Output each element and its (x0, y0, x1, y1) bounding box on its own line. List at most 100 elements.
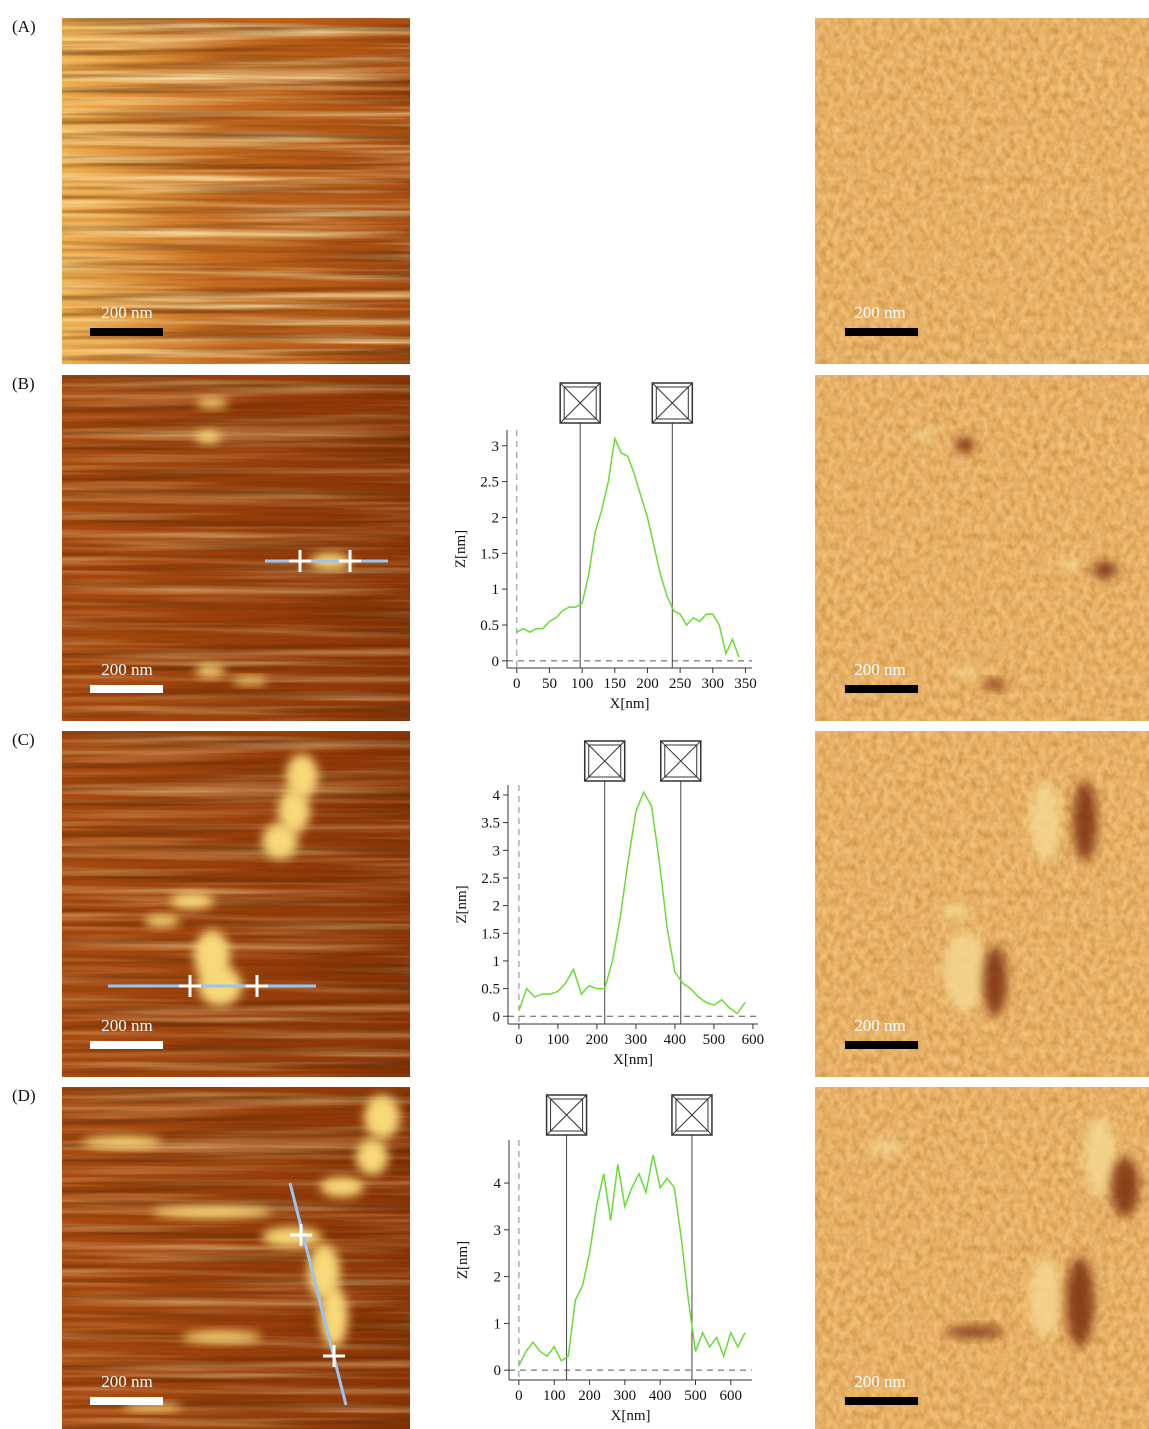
image-feature (945, 1326, 1005, 1338)
scale-bar-label: 200 nm (854, 1016, 905, 1035)
profile-curve (517, 439, 739, 658)
image-feature (983, 680, 1007, 690)
y-axis-label: Z[nm] (454, 885, 470, 923)
x-tick-label: 50 (542, 676, 557, 692)
x-tick-label: 150 (604, 676, 627, 692)
panel-label: (D) (12, 1086, 36, 1105)
image-feature (1111, 1157, 1139, 1217)
y-tick-label: 3 (493, 843, 501, 859)
image-feature (170, 893, 214, 909)
x-tick-label: 200 (636, 676, 659, 692)
image-feature (262, 823, 298, 859)
image-feature (82, 1136, 162, 1148)
x-tick-label: 500 (684, 1388, 707, 1404)
image-feature (955, 437, 975, 453)
scale-bar (90, 1041, 163, 1049)
image-feature (1029, 781, 1061, 861)
y-tick-label: 4 (493, 788, 501, 804)
y-tick-label: 2 (493, 899, 501, 915)
x-tick-label: 400 (649, 1388, 672, 1404)
scale-bar (90, 1397, 163, 1405)
image-feature (195, 431, 221, 443)
x-tick-label: 0 (515, 1388, 523, 1404)
image-feature (195, 665, 225, 677)
image-feature (182, 1331, 262, 1343)
scale-bar (845, 1397, 918, 1405)
y-tick-label: 3.5 (481, 816, 500, 832)
profile-curve (519, 792, 745, 1013)
scale-bar-label: 200 nm (101, 1372, 152, 1391)
x-tick-label: 500 (703, 1032, 726, 1048)
y-tick-label: 1 (494, 1316, 502, 1332)
x-tick-label: 250 (669, 676, 692, 692)
image-feature (1060, 559, 1080, 571)
image-feature (1073, 781, 1097, 861)
image-feature (983, 946, 1007, 1016)
y-tick-label: 1 (493, 954, 501, 970)
image-feature (1066, 1257, 1094, 1347)
x-tick-label: 100 (543, 1388, 566, 1404)
x-tick-label: 300 (614, 1388, 637, 1404)
panel-label: (C) (12, 730, 35, 749)
image-feature (953, 667, 977, 679)
x-tick-label: 600 (742, 1032, 765, 1048)
scale-bar (90, 685, 163, 693)
page: AFM figure {"panels": [ {"label": "(A)",… (0, 0, 1149, 1429)
image-feature (262, 1227, 322, 1247)
scale-bar-label: 200 nm (101, 303, 152, 322)
image-feature (356, 1139, 388, 1175)
x-axis-label: X[nm] (610, 696, 650, 712)
x-tick-label: 400 (664, 1032, 687, 1048)
image-feature (144, 915, 180, 927)
scale-bar (845, 1041, 918, 1049)
y-tick-label: 2.5 (481, 871, 500, 887)
image-feature (1029, 1257, 1061, 1337)
image-feature (943, 931, 987, 1011)
x-tick-label: 200 (586, 1032, 609, 1048)
x-tick-label: 600 (720, 1388, 743, 1404)
panel-label: (A) (12, 17, 36, 36)
x-tick-label: 100 (571, 676, 594, 692)
y-tick-label: 0 (492, 654, 500, 670)
x-tick-label: 300 (702, 676, 725, 692)
x-tick-label: 350 (734, 676, 757, 692)
x-axis-label: X[nm] (613, 1052, 653, 1068)
y-axis-label: Z[nm] (453, 530, 469, 568)
y-axis-label: Z[nm] (455, 1241, 471, 1279)
y-tick-label: 4 (494, 1176, 502, 1192)
image-feature (152, 1206, 272, 1218)
scale-bar-label: 200 nm (854, 1372, 905, 1391)
y-tick-label: 0 (493, 1009, 501, 1025)
y-tick-label: 3 (492, 439, 500, 455)
x-tick-label: 200 (578, 1388, 601, 1404)
y-tick-label: 3 (494, 1223, 502, 1239)
image-feature (196, 398, 228, 408)
x-tick-label: 0 (513, 676, 521, 692)
y-tick-label: 2 (492, 510, 500, 526)
scale-bar-label: 200 nm (101, 660, 152, 679)
body: (A) 200 nm 200 nm (B) 200 nm 200 nm (C) 200 nm 2… (0, 0, 1149, 1429)
y-tick-label: 0.5 (480, 618, 499, 634)
image-feature (915, 429, 935, 441)
profile-curve (519, 1155, 745, 1366)
x-axis-label: X[nm] (611, 1408, 651, 1424)
y-tick-label: 2 (494, 1270, 502, 1286)
y-tick-label: 1 (492, 582, 500, 598)
scale-bar-label: 200 nm (854, 660, 905, 679)
image-feature (941, 903, 969, 919)
y-tick-label: 1.5 (481, 926, 500, 942)
panel-label: (B) (12, 374, 35, 393)
x-tick-label: 100 (547, 1032, 570, 1048)
y-tick-label: 2.5 (480, 475, 499, 491)
image-feature (1093, 561, 1117, 579)
scale-bar-label: 200 nm (101, 1016, 152, 1035)
image-feature (364, 1095, 400, 1139)
y-tick-label: 0.5 (481, 982, 500, 998)
image-feature (865, 1141, 905, 1153)
y-tick-label: 1.5 (480, 546, 499, 562)
x-tick-label: 300 (625, 1032, 648, 1048)
scale-bar (845, 328, 918, 336)
image-feature (232, 677, 268, 685)
scale-bar-label: 200 nm (854, 303, 905, 322)
scale-bar (845, 685, 918, 693)
